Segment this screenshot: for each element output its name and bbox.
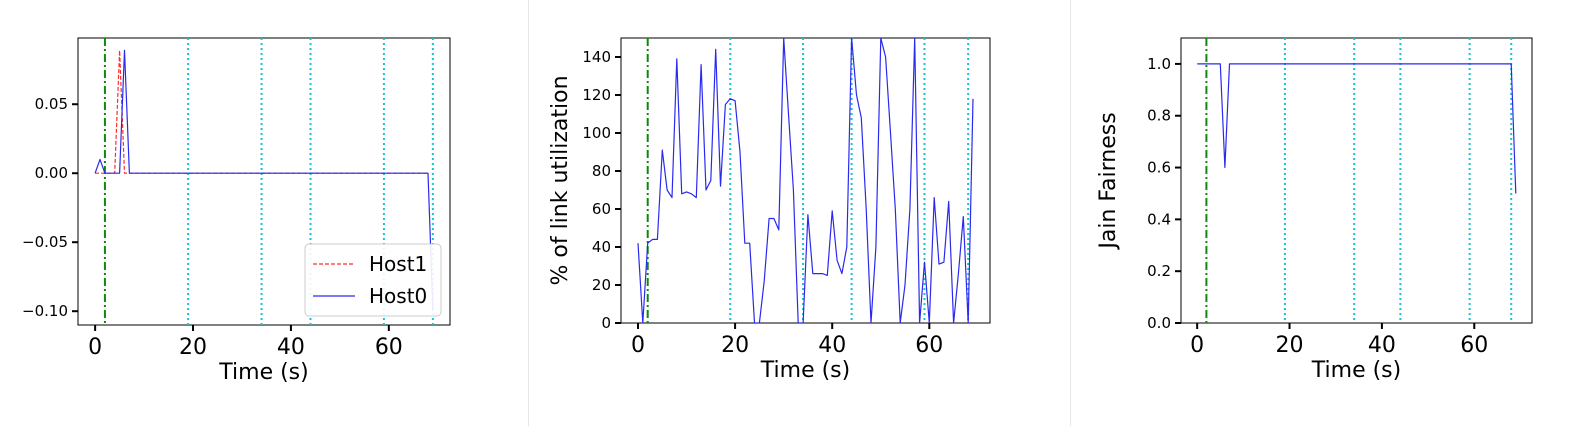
x-tick-label: 40 (277, 335, 305, 360)
x-axis-label: Time (s) (218, 360, 308, 385)
y-tick-label: 0 (601, 314, 611, 332)
panel-divider-2 (1070, 0, 1071, 426)
chart-1-svg: 0 20 40 60 −0.10 −0.05 0.00 0.05 Time (s) Host1 Ho… (22, 37, 451, 385)
legend-label-host0: Host0 (369, 284, 427, 308)
y-tick-label: 0.2 (1147, 262, 1171, 280)
x-tick-label: 0 (88, 335, 102, 360)
series-group (94, 49, 434, 312)
y-tick-label: −0.10 (22, 302, 68, 320)
x-tick-label: 20 (179, 335, 207, 360)
y-tick-label: −0.05 (22, 233, 68, 251)
y-tick-label: 0.05 (35, 95, 68, 113)
plot-frame (77, 37, 451, 326)
x-axis-label: Time (s) (760, 358, 850, 383)
chart-panel-2: 0 20 40 60 0 20 40 60 80 100 120 140 Time (s) % of li… (529, 0, 1070, 426)
y-tick-label: 40 (592, 238, 611, 256)
y-tick-label: 100 (582, 124, 611, 142)
legend-label-host1: Host1 (369, 252, 427, 276)
chart-3-svg: 0 20 40 60 0.0 0.2 0.4 0.6 0.8 1.0 Time (s) Jain Fa… (1096, 37, 1533, 383)
series-line-0 (1197, 63, 1517, 194)
y-tick-label: 80 (592, 162, 611, 180)
chart-panel-1: 0 20 40 60 −0.10 −0.05 0.00 0.05 Time (s) Host1 Ho… (0, 0, 528, 426)
panel-divider-1 (528, 0, 529, 426)
y-axis-label: % of link utilization (548, 75, 573, 285)
plot-frame (620, 37, 991, 324)
y-tick-label: 140 (582, 48, 611, 66)
y-tick-label: 120 (582, 86, 611, 104)
x-tick-label: 20 (721, 333, 749, 358)
y-tick-label: 0.0 (1147, 314, 1171, 332)
x-tick-label: 60 (375, 335, 403, 360)
x-tick-label: 60 (915, 333, 943, 358)
plot-frame (1180, 37, 1533, 324)
chart-2-svg: 0 20 40 60 0 20 40 60 80 100 120 140 Time (s) % of li… (548, 37, 991, 383)
series-line-0 (637, 38, 974, 323)
y-tick-label: 20 (592, 276, 611, 294)
y-tick-label: 0.6 (1147, 159, 1171, 177)
y-tick-label: 60 (592, 200, 611, 218)
x-tick-label: 0 (631, 333, 645, 358)
legend-box (304, 243, 442, 317)
y-axis-label: Jain Fairness (1096, 112, 1121, 250)
x-tick-label: 40 (818, 333, 846, 358)
x-tick-label: 20 (1276, 333, 1304, 358)
x-tick-label: 0 (1190, 333, 1204, 358)
series-group (1197, 63, 1517, 194)
x-axis-label: Time (s) (1311, 358, 1401, 383)
chart-panel-3: 0 20 40 60 0.0 0.2 0.4 0.6 0.8 1.0 Time (s) Jain Fa… (1071, 0, 1585, 426)
series-line-host0 (94, 49, 434, 312)
x-tick-label: 40 (1368, 333, 1396, 358)
y-tick-label: 1.0 (1147, 55, 1171, 73)
series-group (637, 38, 974, 323)
y-tick-label: 0.4 (1147, 210, 1171, 228)
x-tick-label: 60 (1460, 333, 1488, 358)
y-tick-label: 0.00 (35, 164, 68, 182)
y-tick-label: 0.8 (1147, 107, 1171, 125)
